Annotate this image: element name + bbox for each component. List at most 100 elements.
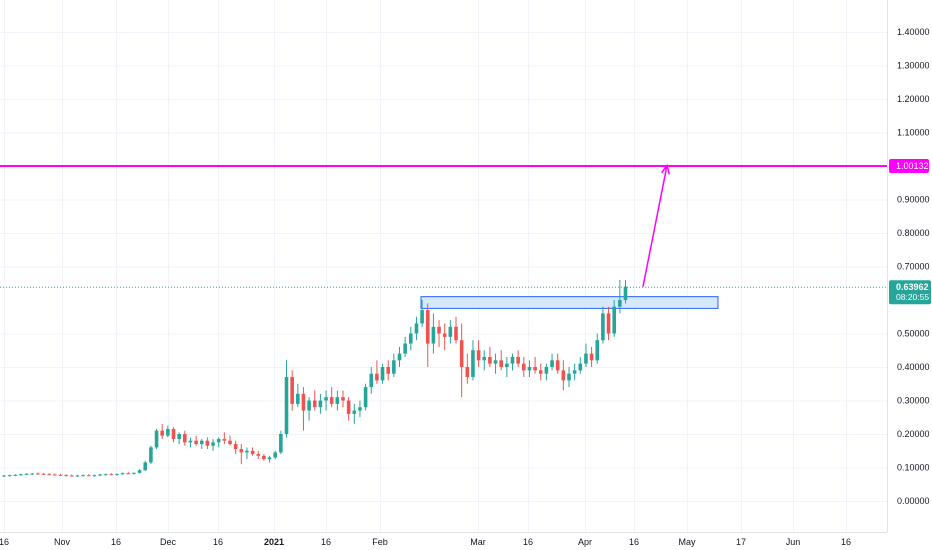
candle[interactable] [538,363,543,381]
candle[interactable] [623,279,628,304]
candle[interactable] [465,353,470,384]
candle[interactable] [431,313,436,354]
candle[interactable] [92,474,97,477]
candle[interactable] [414,316,419,341]
candle[interactable] [618,279,622,314]
candle[interactable] [561,360,566,391]
candle[interactable] [81,474,85,477]
candle[interactable] [160,423,164,440]
candle[interactable] [493,353,498,374]
candle[interactable] [177,432,181,445]
candle[interactable] [380,363,385,384]
candle[interactable] [606,306,611,341]
candle[interactable] [149,445,153,465]
candle[interactable] [555,353,560,374]
candle[interactable] [103,473,108,476]
candle[interactable] [171,427,176,443]
candle[interactable] [459,323,464,398]
candle[interactable] [346,397,351,421]
candle[interactable] [154,428,159,450]
candle[interactable] [183,430,187,446]
candle[interactable] [64,474,68,477]
candle[interactable] [86,474,91,477]
candle[interactable] [527,360,532,378]
candle[interactable] [335,390,340,411]
candle[interactable] [454,316,458,344]
candle[interactable] [318,393,323,414]
candle[interactable] [199,439,204,450]
candle[interactable] [109,473,114,476]
candle[interactable] [397,346,402,367]
candle[interactable] [284,360,289,438]
candle[interactable] [533,356,537,374]
candle[interactable] [211,439,215,451]
candle[interactable] [499,350,503,371]
projection-arrow[interactable] [642,163,670,287]
candle[interactable] [352,403,357,424]
candle[interactable] [98,473,102,477]
candle[interactable] [143,460,148,471]
candle[interactable] [7,474,12,477]
candle[interactable] [262,454,266,461]
candle[interactable] [488,346,492,367]
resistance-zone[interactable] [420,296,719,309]
candle[interactable] [216,437,221,448]
candle[interactable] [584,343,588,367]
candle[interactable] [36,472,40,475]
candle[interactable] [329,387,334,408]
candle[interactable] [194,435,198,446]
candle[interactable] [126,472,131,475]
candle[interactable] [228,435,232,446]
candle[interactable] [425,303,430,367]
candle[interactable] [115,473,119,476]
candle[interactable] [239,444,244,465]
candle[interactable] [420,300,424,327]
candle[interactable] [550,353,554,371]
candle[interactable] [544,363,549,381]
candle[interactable] [273,450,277,460]
candle[interactable] [24,473,29,476]
candle[interactable] [471,340,475,381]
candle[interactable] [70,474,74,477]
candle[interactable] [75,474,80,477]
candle[interactable] [448,320,453,344]
candle[interactable] [267,455,272,463]
candle[interactable] [250,447,255,456]
candle[interactable] [132,472,136,475]
candle[interactable] [296,383,300,408]
candle[interactable] [58,473,63,476]
candle[interactable] [205,437,210,450]
candle[interactable] [30,472,35,475]
candle[interactable] [363,383,368,411]
candle[interactable] [358,400,362,418]
candle[interactable] [307,397,311,421]
candle[interactable] [386,360,390,381]
candle[interactable] [482,350,487,371]
candle[interactable] [375,360,379,384]
candle[interactable] [279,430,283,455]
candle[interactable] [312,390,317,411]
candle[interactable] [19,473,23,476]
candle[interactable] [41,472,46,475]
candle[interactable] [601,306,605,344]
candle[interactable] [510,353,515,371]
candle[interactable] [612,300,616,337]
candle[interactable] [324,390,328,411]
candle[interactable] [341,390,345,408]
candle[interactable] [120,472,125,475]
candle[interactable] [369,367,374,394]
candle[interactable] [2,474,6,477]
candle[interactable] [166,425,170,438]
candle[interactable] [137,469,142,474]
candle[interactable] [245,447,249,460]
candle[interactable] [222,432,227,445]
candle[interactable] [392,353,396,378]
candle[interactable] [403,336,407,357]
candle[interactable] [233,440,238,455]
candle[interactable] [589,346,594,367]
candle[interactable] [290,370,294,411]
candle[interactable] [256,450,261,460]
candle[interactable] [409,326,413,351]
candle[interactable] [505,356,509,378]
